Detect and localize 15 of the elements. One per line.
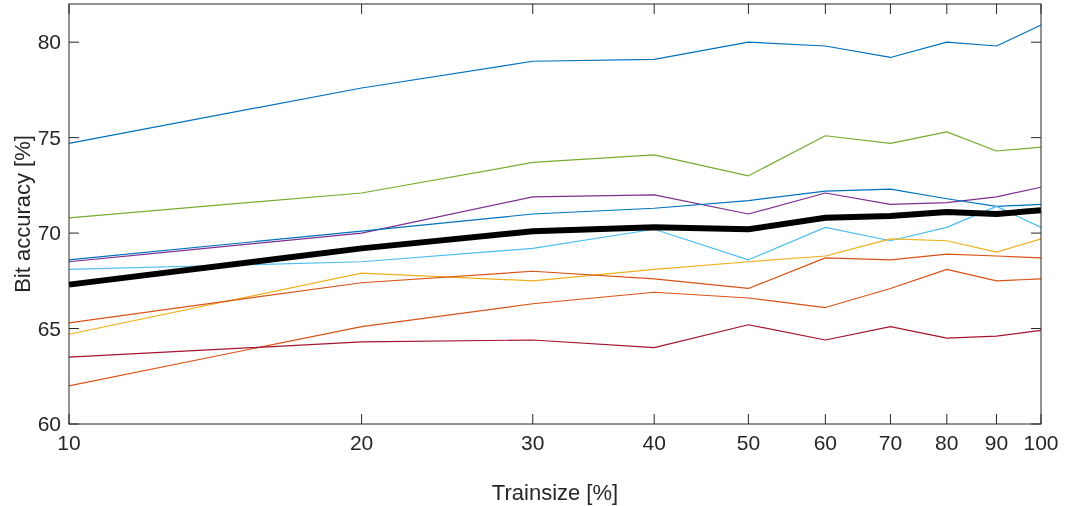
x-tick-label: 100 (1023, 431, 1059, 454)
y-tick-label: 80 (37, 30, 61, 54)
x-tick-label: 60 (813, 431, 838, 454)
x-axis-title: Trainsize [%] (491, 480, 619, 505)
y-axis-title: Bit accuracy [%] (10, 135, 35, 293)
x-tick-label: 40 (642, 431, 666, 454)
y-tick-label: 75 (37, 125, 61, 149)
x-tick-label: 80 (935, 431, 959, 454)
y-tick-label: 70 (37, 221, 61, 245)
x-tick-label: 90 (984, 431, 1009, 454)
y-tick-label: 65 (37, 316, 61, 340)
x-tick-label: 50 (736, 431, 761, 454)
x-tick-label: 30 (521, 431, 545, 454)
x-tick-label: 20 (349, 431, 374, 454)
x-tick-label: 70 (878, 431, 903, 454)
